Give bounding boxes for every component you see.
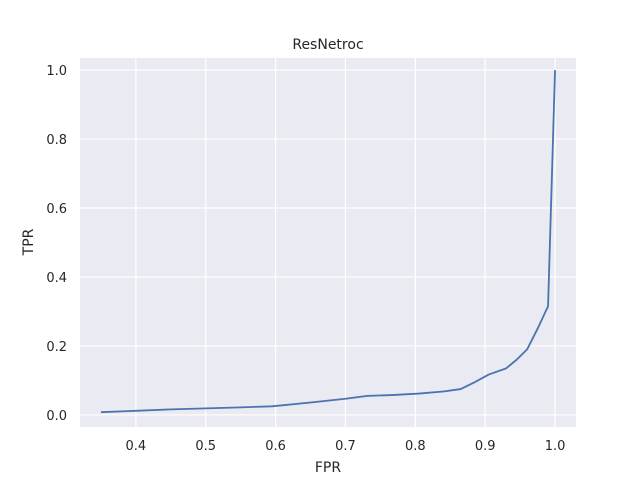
x-tick-label: 0.7: [335, 439, 356, 454]
x-tick-label: 0.4: [126, 439, 147, 454]
x-tick-label: 0.9: [475, 439, 496, 454]
roc-curve-line: [100, 70, 556, 414]
x-axis-label: FPR: [315, 460, 341, 476]
y-tick-label: 0.8: [46, 133, 67, 148]
gridlines: [80, 58, 576, 427]
y-axis-label: TPR: [21, 228, 37, 256]
x-tick-labels: 0.4 0.5 0.6 0.7 0.8 0.9 1.0: [126, 439, 566, 454]
y-tick-label: 0.2: [46, 340, 67, 355]
series-lines: [100, 70, 556, 414]
x-tick-label: 0.6: [265, 439, 286, 454]
y-tick-label: 1.0: [46, 64, 67, 79]
chart-title: ResNetroc: [292, 37, 363, 53]
y-tick-label: 0.0: [46, 409, 67, 424]
x-tick-label: 0.8: [405, 439, 426, 454]
plot-area: [80, 58, 576, 427]
x-tick-label: 1.0: [545, 439, 566, 454]
x-tick-label: 0.5: [195, 439, 216, 454]
y-tick-label: 0.4: [46, 271, 67, 286]
y-tick-labels: 0.0 0.2 0.4 0.6 0.8 1.0: [46, 64, 67, 424]
y-tick-label: 0.6: [46, 202, 67, 217]
